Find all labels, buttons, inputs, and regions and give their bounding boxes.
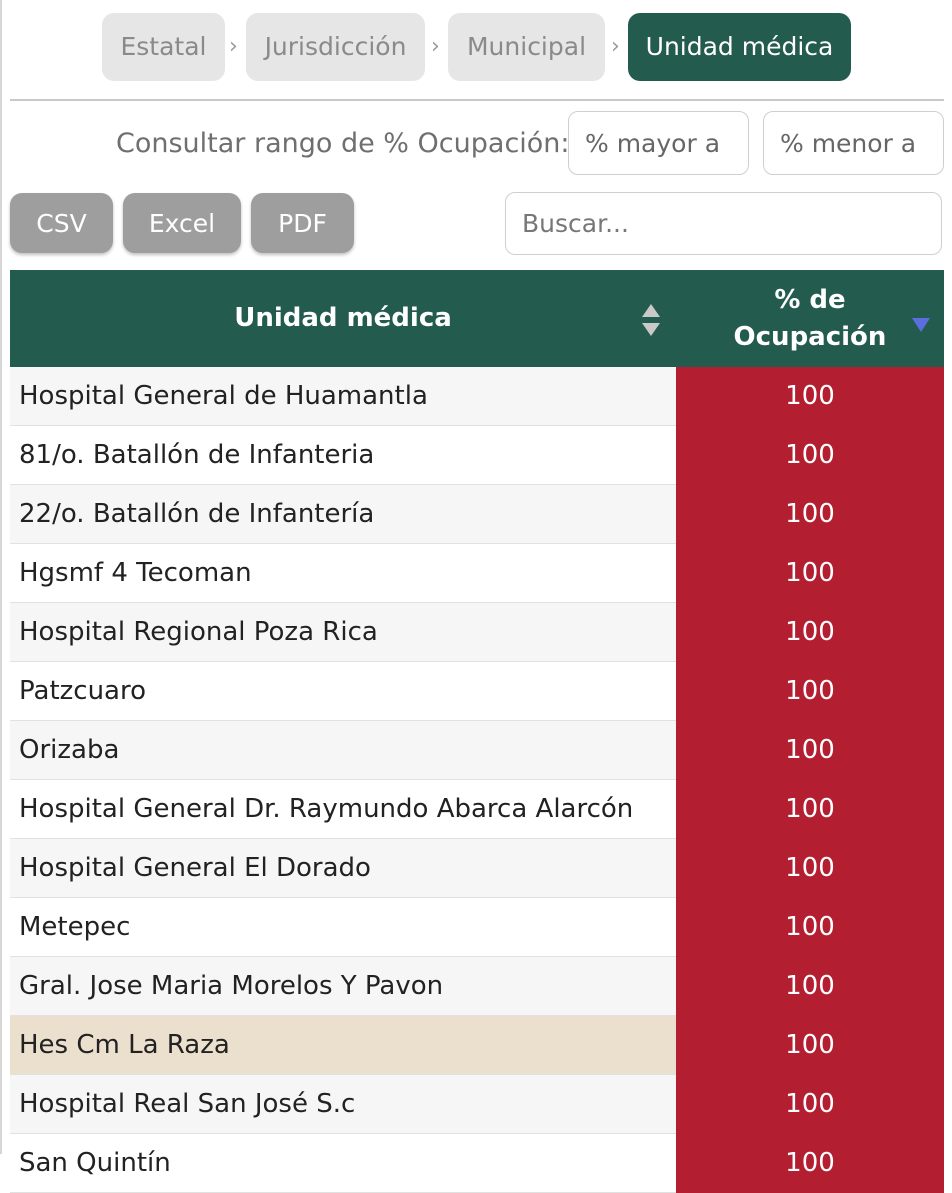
occupancy-cell: 100 bbox=[676, 898, 944, 957]
unit-name-cell: Hospital Regional Poza Rica bbox=[19, 617, 378, 647]
table-row[interactable]: 81/o. Batallón de Infanteria 100 bbox=[10, 426, 944, 485]
breadcrumb-separator-icon: › bbox=[431, 34, 440, 59]
table-row[interactable]: Hes Cm La Raza 100 bbox=[10, 1016, 944, 1075]
occupancy-cell: 100 bbox=[676, 603, 944, 662]
column-header-unit-label: Unidad médica bbox=[234, 303, 452, 333]
sort-both-icon bbox=[642, 304, 660, 336]
occupancy-range-label: Consultar rango de % Ocupación: bbox=[116, 128, 570, 159]
breadcrumb-separator-icon: › bbox=[611, 34, 620, 59]
page-left-border bbox=[0, 0, 2, 1154]
table-header: Unidad médica % de Ocupación bbox=[10, 270, 944, 367]
export-csv-button[interactable]: CSV bbox=[10, 193, 113, 253]
sort-desc-icon bbox=[912, 318, 930, 332]
table-row[interactable]: Gral. Jose Maria Morelos Y Pavon 100 bbox=[10, 957, 944, 1016]
occupancy-cell: 100 bbox=[676, 780, 944, 839]
unit-name-cell: Hospital General Dr. Raymundo Abarca Ala… bbox=[19, 794, 634, 824]
table-row[interactable]: Metepec 100 bbox=[10, 898, 944, 957]
table-row[interactable]: Hospital Regional Poza Rica 100 bbox=[10, 603, 944, 662]
table-body: Hospital General de Huamantla 100 81/o. Ba… bbox=[10, 367, 944, 1193]
unit-name-cell: Orizaba bbox=[19, 735, 120, 765]
column-header-occupancy[interactable]: % de Ocupación bbox=[676, 270, 944, 367]
table-row[interactable]: Orizaba 100 bbox=[10, 721, 944, 780]
unit-name-cell: Hospital General de Huamantla bbox=[19, 381, 428, 411]
occupancy-max-input[interactable] bbox=[763, 111, 944, 175]
unit-name-cell: San Quintín bbox=[19, 1148, 171, 1178]
occupancy-cell: 100 bbox=[676, 1134, 944, 1193]
occupancy-cell: 100 bbox=[676, 721, 944, 780]
table-row[interactable]: Hospital General Dr. Raymundo Abarca Ala… bbox=[10, 780, 944, 839]
unit-name-cell: Hes Cm La Raza bbox=[19, 1030, 230, 1060]
occupancy-cell: 100 bbox=[676, 485, 944, 544]
unit-name-cell: Patzcuaro bbox=[19, 676, 147, 706]
table-row[interactable]: Hgsmf 4 Tecoman 100 bbox=[10, 544, 944, 603]
occupancy-cell: 100 bbox=[676, 367, 944, 426]
occupancy-cell: 100 bbox=[676, 839, 944, 898]
table-row[interactable]: 22/o. Batallón de Infantería 100 bbox=[10, 485, 944, 544]
unit-name-cell: Hgsmf 4 Tecoman bbox=[19, 558, 252, 588]
occupancy-min-input[interactable] bbox=[568, 111, 749, 175]
breadcrumb-unidad-medica[interactable]: Unidad médica bbox=[628, 13, 851, 81]
table-row[interactable]: Patzcuaro 100 bbox=[10, 662, 944, 721]
occupancy-cell: 100 bbox=[676, 1016, 944, 1075]
unit-name-cell: 22/o. Batallón de Infantería bbox=[19, 499, 375, 529]
export-pdf-button[interactable]: PDF bbox=[251, 193, 354, 253]
unit-name-cell: 81/o. Batallón de Infanteria bbox=[19, 440, 375, 470]
breadcrumb-municipal[interactable]: Municipal bbox=[448, 13, 605, 81]
unit-name-cell: Hospital General El Dorado bbox=[19, 853, 371, 883]
occupancy-cell: 100 bbox=[676, 1075, 944, 1134]
export-excel-button[interactable]: Excel bbox=[123, 193, 241, 253]
table-row[interactable]: San Quintín 100 bbox=[10, 1134, 944, 1193]
occupancy-cell: 100 bbox=[676, 544, 944, 603]
section-divider bbox=[10, 99, 944, 101]
table-row[interactable]: Hospital General El Dorado 100 bbox=[10, 839, 944, 898]
unit-name-cell: Hospital Real San José S.c bbox=[19, 1089, 356, 1119]
breadcrumb-jurisdiccion[interactable]: Jurisdicción bbox=[246, 13, 425, 81]
search-input[interactable] bbox=[505, 192, 942, 255]
column-header-occupancy-label: % de Ocupación bbox=[733, 285, 887, 352]
table-row[interactable]: Hospital General de Huamantla 100 bbox=[10, 367, 944, 426]
unit-name-cell: Metepec bbox=[19, 912, 131, 942]
breadcrumb-estatal[interactable]: Estatal bbox=[102, 13, 225, 81]
unit-name-cell: Gral. Jose Maria Morelos Y Pavon bbox=[19, 971, 444, 1001]
occupancy-cell: 100 bbox=[676, 426, 944, 485]
breadcrumb-separator-icon: › bbox=[229, 34, 238, 59]
column-header-unit[interactable]: Unidad médica bbox=[10, 270, 676, 367]
occupancy-cell: 100 bbox=[676, 662, 944, 721]
occupancy-cell: 100 bbox=[676, 957, 944, 1016]
table-row[interactable]: Hospital Real San José S.c 100 bbox=[10, 1075, 944, 1134]
